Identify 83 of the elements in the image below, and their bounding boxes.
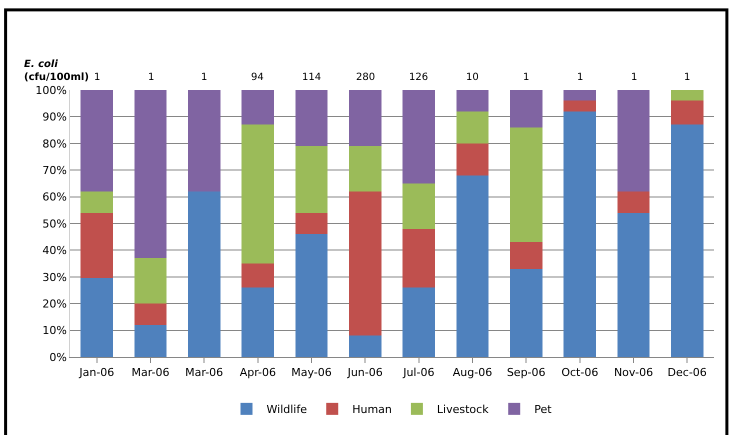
- y-tick-label: 80%: [42, 137, 67, 150]
- bar: [242, 90, 274, 125]
- y-tick-label: 0%: [49, 350, 67, 364]
- bar: [402, 183, 435, 229]
- bar: [188, 191, 220, 357]
- bar: [564, 90, 596, 101]
- legend-label: Human: [352, 403, 392, 416]
- bar: [456, 111, 489, 144]
- bar: [134, 324, 167, 357]
- bar: [402, 228, 435, 288]
- bar: [242, 288, 274, 357]
- y-tick-label: 90%: [42, 110, 67, 124]
- bar: [402, 288, 435, 357]
- bar: [295, 146, 328, 213]
- text: 94: [251, 72, 264, 83]
- text: 280: [356, 72, 376, 83]
- bar: [402, 90, 435, 184]
- bar: [134, 258, 167, 304]
- bar: [349, 336, 382, 357]
- bar: [295, 212, 328, 234]
- legend-label: Wildlife: [266, 403, 308, 416]
- bar: [510, 242, 542, 269]
- y-tick-label: 10%: [42, 324, 67, 338]
- text: E. coli (cfu/100ml): [24, 59, 89, 83]
- bar: [617, 212, 650, 357]
- bar: [295, 90, 328, 146]
- x-tick-label: Dec-06: [668, 366, 707, 380]
- x-tick-label: Aug-06: [452, 366, 492, 380]
- y-tick-label: 50%: [42, 217, 67, 230]
- bar: [188, 90, 220, 192]
- bar: [510, 90, 542, 128]
- bar: [456, 90, 489, 112]
- bar: [80, 90, 113, 192]
- y-tick-label: 40%: [42, 244, 67, 258]
- x-tick-label: Jan-06: [78, 366, 114, 380]
- bar: [617, 191, 650, 213]
- x-tick-label: Mar-06: [185, 366, 224, 380]
- x-tick-label: Apr-06: [240, 366, 276, 380]
- y-tick-label: 60%: [42, 190, 67, 204]
- bar: [242, 264, 274, 288]
- x-tick-label: Mar-06: [131, 366, 170, 380]
- text: 126: [409, 72, 428, 83]
- text: 1: [684, 72, 690, 83]
- bar: [617, 90, 650, 192]
- text: 1: [201, 72, 208, 83]
- bar: [456, 175, 489, 357]
- bar: [456, 143, 489, 176]
- y-tick-label: 100%: [35, 84, 67, 97]
- bar: [349, 90, 382, 146]
- bar: [349, 191, 382, 336]
- text: 1: [94, 72, 100, 83]
- x-tick-label: Jun-06: [346, 366, 383, 380]
- y-tick-label: 70%: [42, 164, 67, 177]
- text: 10: [466, 72, 479, 83]
- bar: [510, 268, 542, 357]
- y-tick-label: 30%: [42, 270, 67, 284]
- bar: [671, 90, 704, 101]
- bar: [671, 124, 704, 357]
- text: 1: [631, 72, 638, 83]
- x-tick-label: Oct-06: [561, 366, 598, 380]
- bar: [80, 191, 113, 213]
- x-tick-label: Jul-06: [402, 366, 434, 380]
- bar: [134, 90, 167, 258]
- bar: [510, 127, 542, 242]
- y-tick-label: 20%: [42, 297, 67, 310]
- bar: [349, 146, 382, 192]
- bar: [295, 234, 328, 357]
- legend-label: Pet: [534, 403, 552, 416]
- x-tick-label: May-06: [291, 366, 332, 380]
- bar: [564, 100, 596, 112]
- bar: [134, 304, 167, 325]
- text: 1: [523, 72, 530, 83]
- bar: [80, 212, 113, 278]
- x-tick-label: Nov-06: [614, 366, 654, 380]
- text: 1: [577, 72, 584, 83]
- x-tick-label: Sep-06: [506, 366, 546, 380]
- bar: [242, 124, 274, 264]
- bar: [671, 100, 704, 125]
- bar: [564, 111, 596, 357]
- bar: [80, 278, 113, 357]
- text: 1: [148, 72, 154, 83]
- legend-label: Livestock: [436, 403, 490, 416]
- text: 114: [302, 72, 322, 83]
